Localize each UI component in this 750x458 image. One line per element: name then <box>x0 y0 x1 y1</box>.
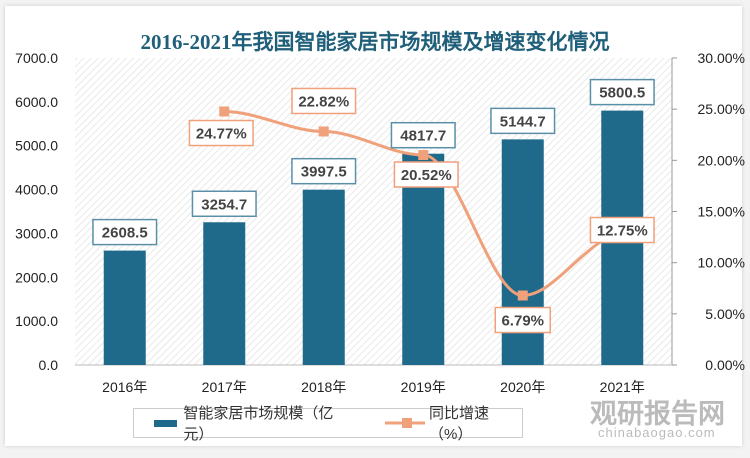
bar-data-label: 4817.7 <box>400 128 446 145</box>
line-data-label: 24.77% <box>196 126 247 143</box>
y-right-tick-label: 15.00% <box>698 204 745 220</box>
bar <box>402 153 445 365</box>
watermark-logo: 观研报告网 <box>590 399 725 429</box>
growth-line <box>224 110 623 298</box>
y-right-tick-label: 25.00% <box>698 101 745 117</box>
x-tick-label: 2017年 <box>202 379 247 395</box>
chart-title: 2016-2021年我国智能家居市场规模及增速变化情况 <box>140 30 610 54</box>
bar <box>103 250 146 365</box>
x-tick-label: 2020年 <box>500 379 545 395</box>
bar <box>203 222 246 365</box>
plot-area <box>75 58 672 365</box>
y-right-tick-label: 30.00% <box>698 50 745 66</box>
y-right-tick-label: 0.00% <box>705 357 745 373</box>
growth-point <box>418 150 429 161</box>
bar-data-label-box <box>589 78 655 106</box>
y-left-tick-label: 5000.0 <box>15 138 58 154</box>
bar <box>302 189 345 365</box>
legend: 智能家居市场规模（亿元） 同比增速（%） <box>133 405 523 443</box>
bar-data-label-box <box>92 218 158 246</box>
line-data-label-box <box>589 216 655 244</box>
legend-line-swatch <box>385 418 425 428</box>
growth-point <box>219 106 230 117</box>
line-data-label: 20.52% <box>401 167 452 184</box>
growth-point <box>517 290 528 301</box>
bar-data-label-box <box>390 121 456 149</box>
line-data-label-box <box>291 87 357 115</box>
line-data-label: 12.75% <box>597 223 648 240</box>
y-left-tick-label: 6000.0 <box>15 94 58 110</box>
x-tick-label: 2018年 <box>301 379 346 395</box>
bar-data-label-box <box>291 157 357 185</box>
legend-line-label: 同比增速（%） <box>428 405 489 443</box>
line-data-label: 22.82% <box>298 93 349 110</box>
line-data-label-box <box>494 306 551 334</box>
line-data-label-box <box>188 119 254 147</box>
watermark-url: chinabaogao.com <box>598 425 716 440</box>
y-left-tick-label: 3000.0 <box>15 225 58 241</box>
y-left-tick-label: 7000.0 <box>15 50 58 66</box>
x-tick-label: 2019年 <box>401 379 446 395</box>
y-left-tick-label: 0.0 <box>39 357 59 373</box>
legend-bar-label: 智能家居市场规模（亿元） <box>183 405 334 443</box>
bar-data-label: 3997.5 <box>301 164 347 181</box>
bar-data-label: 3254.7 <box>201 196 247 213</box>
bar-data-label: 5144.7 <box>500 113 546 130</box>
y-left-tick-label: 1000.0 <box>15 313 58 329</box>
y-right-tick-label: 20.00% <box>698 152 745 168</box>
legend-bar-swatch <box>154 419 178 427</box>
growth-point <box>318 126 329 137</box>
line-data-label-box <box>393 161 459 188</box>
y-left-tick-label: 2000.0 <box>15 269 58 285</box>
x-tick-label: 2016年 <box>102 379 147 395</box>
bar-data-label: 2608.5 <box>102 225 148 242</box>
y-left-tick-label: 4000.0 <box>15 182 58 198</box>
y-right-tick-label: 5.00% <box>705 306 745 322</box>
bar-data-label-box <box>490 107 556 135</box>
y-right-tick-label: 10.00% <box>698 255 745 271</box>
bar-data-label-box <box>191 190 257 218</box>
bar-data-label: 5800.5 <box>599 85 645 102</box>
line-data-label: 6.79% <box>501 313 544 330</box>
x-tick-label: 2021年 <box>600 379 645 395</box>
